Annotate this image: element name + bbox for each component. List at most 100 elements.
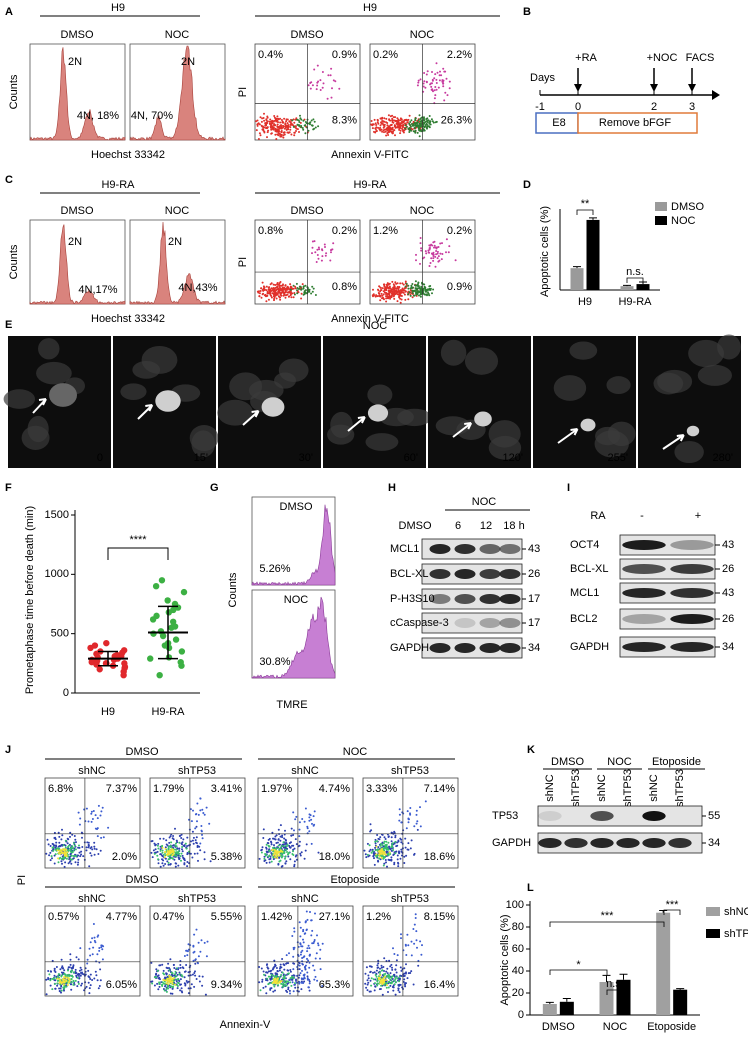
flow-event — [415, 125, 417, 127]
flow-event — [395, 976, 397, 978]
flow-event — [385, 971, 387, 973]
flow-event — [195, 958, 197, 960]
flow-event — [177, 987, 179, 989]
x-tick-label: H9-RA — [151, 706, 185, 718]
flow-event — [67, 984, 69, 986]
point — [181, 589, 187, 595]
flow-event — [428, 125, 430, 127]
flow-event — [291, 286, 293, 288]
flow-event — [399, 838, 401, 840]
flow-event — [208, 823, 210, 825]
flow-event — [376, 846, 378, 848]
flow-event — [385, 841, 387, 843]
flow-event — [304, 821, 306, 823]
flow-event — [64, 861, 66, 863]
flow-event — [381, 970, 383, 972]
flow-event — [196, 842, 198, 844]
flow-event — [376, 964, 378, 966]
flow-event — [272, 967, 274, 969]
flow-event — [182, 976, 184, 978]
flow-event — [312, 241, 314, 243]
flow-event — [444, 92, 446, 94]
flow-event — [170, 985, 172, 987]
flow-event — [258, 966, 260, 968]
flow-event — [338, 88, 340, 90]
flow-event — [287, 973, 289, 975]
flow-event — [423, 284, 425, 286]
flow-event — [176, 855, 178, 857]
flow-event — [71, 852, 73, 854]
flow-event — [64, 848, 66, 850]
flow-event — [294, 975, 296, 977]
flow-event — [317, 65, 319, 67]
flow-event — [75, 972, 77, 974]
flow-event — [405, 963, 407, 965]
flow-event — [100, 850, 102, 852]
flow-event — [374, 971, 376, 973]
flow-event — [384, 836, 386, 838]
flow-event — [377, 849, 379, 851]
flow-event — [448, 245, 450, 247]
flow-event — [399, 295, 401, 297]
flow-event — [184, 983, 186, 985]
flow-event — [432, 289, 434, 291]
flow-event — [415, 259, 417, 261]
flow-event — [410, 847, 412, 849]
flow-event — [289, 129, 291, 131]
flow-event — [391, 969, 393, 971]
flow-event — [429, 247, 431, 249]
flow-event — [269, 289, 271, 291]
flow-event — [442, 85, 444, 87]
flow-event — [102, 958, 104, 960]
flow-event — [184, 976, 186, 978]
day-label: 2 — [651, 101, 657, 113]
flow-event — [100, 979, 102, 981]
flow-event — [390, 964, 392, 966]
flow-event — [56, 982, 58, 984]
flow-event — [415, 254, 417, 256]
flow-event — [382, 120, 384, 122]
blot-band — [480, 544, 501, 554]
target-cell — [49, 383, 77, 407]
flow-event — [366, 966, 368, 968]
flow-event — [285, 284, 287, 286]
flow-event — [301, 818, 303, 820]
flow-event — [272, 975, 274, 977]
flow-event — [47, 839, 49, 841]
flow-event — [293, 865, 295, 867]
flow-event — [415, 930, 417, 932]
flow-event — [404, 287, 406, 289]
blot-band — [430, 569, 451, 579]
axis-title: Prometaphase time before death (min) — [24, 506, 36, 694]
time-label: 60' — [404, 452, 418, 464]
flow-event — [323, 82, 325, 84]
flow-event — [385, 844, 387, 846]
time-label: 15' — [194, 452, 208, 464]
flow-event — [331, 97, 333, 99]
flow-event — [304, 977, 306, 979]
flow-event — [386, 849, 388, 851]
flow-event — [416, 810, 418, 812]
flow-event — [404, 975, 406, 977]
y-tick-label: 0 — [518, 1009, 524, 1021]
x-tick-label: H9 — [101, 706, 115, 718]
flow-event — [436, 89, 438, 91]
flow-event — [434, 245, 436, 247]
flow-event — [279, 118, 281, 120]
bar — [587, 220, 600, 290]
flow-event — [261, 125, 263, 127]
flow-event — [58, 973, 60, 975]
flow-event — [298, 835, 300, 837]
legend-swatch — [706, 907, 720, 916]
flow-event — [300, 943, 302, 945]
nucleus — [249, 380, 284, 401]
flow-event — [262, 293, 264, 295]
flow-event — [150, 981, 152, 983]
flow-event — [74, 855, 76, 857]
flow-event — [70, 863, 72, 865]
flow-event — [423, 287, 425, 289]
flow-event — [94, 941, 96, 943]
flow-event — [381, 967, 383, 969]
flow-event — [157, 843, 159, 845]
day-label: 3 — [689, 101, 695, 113]
